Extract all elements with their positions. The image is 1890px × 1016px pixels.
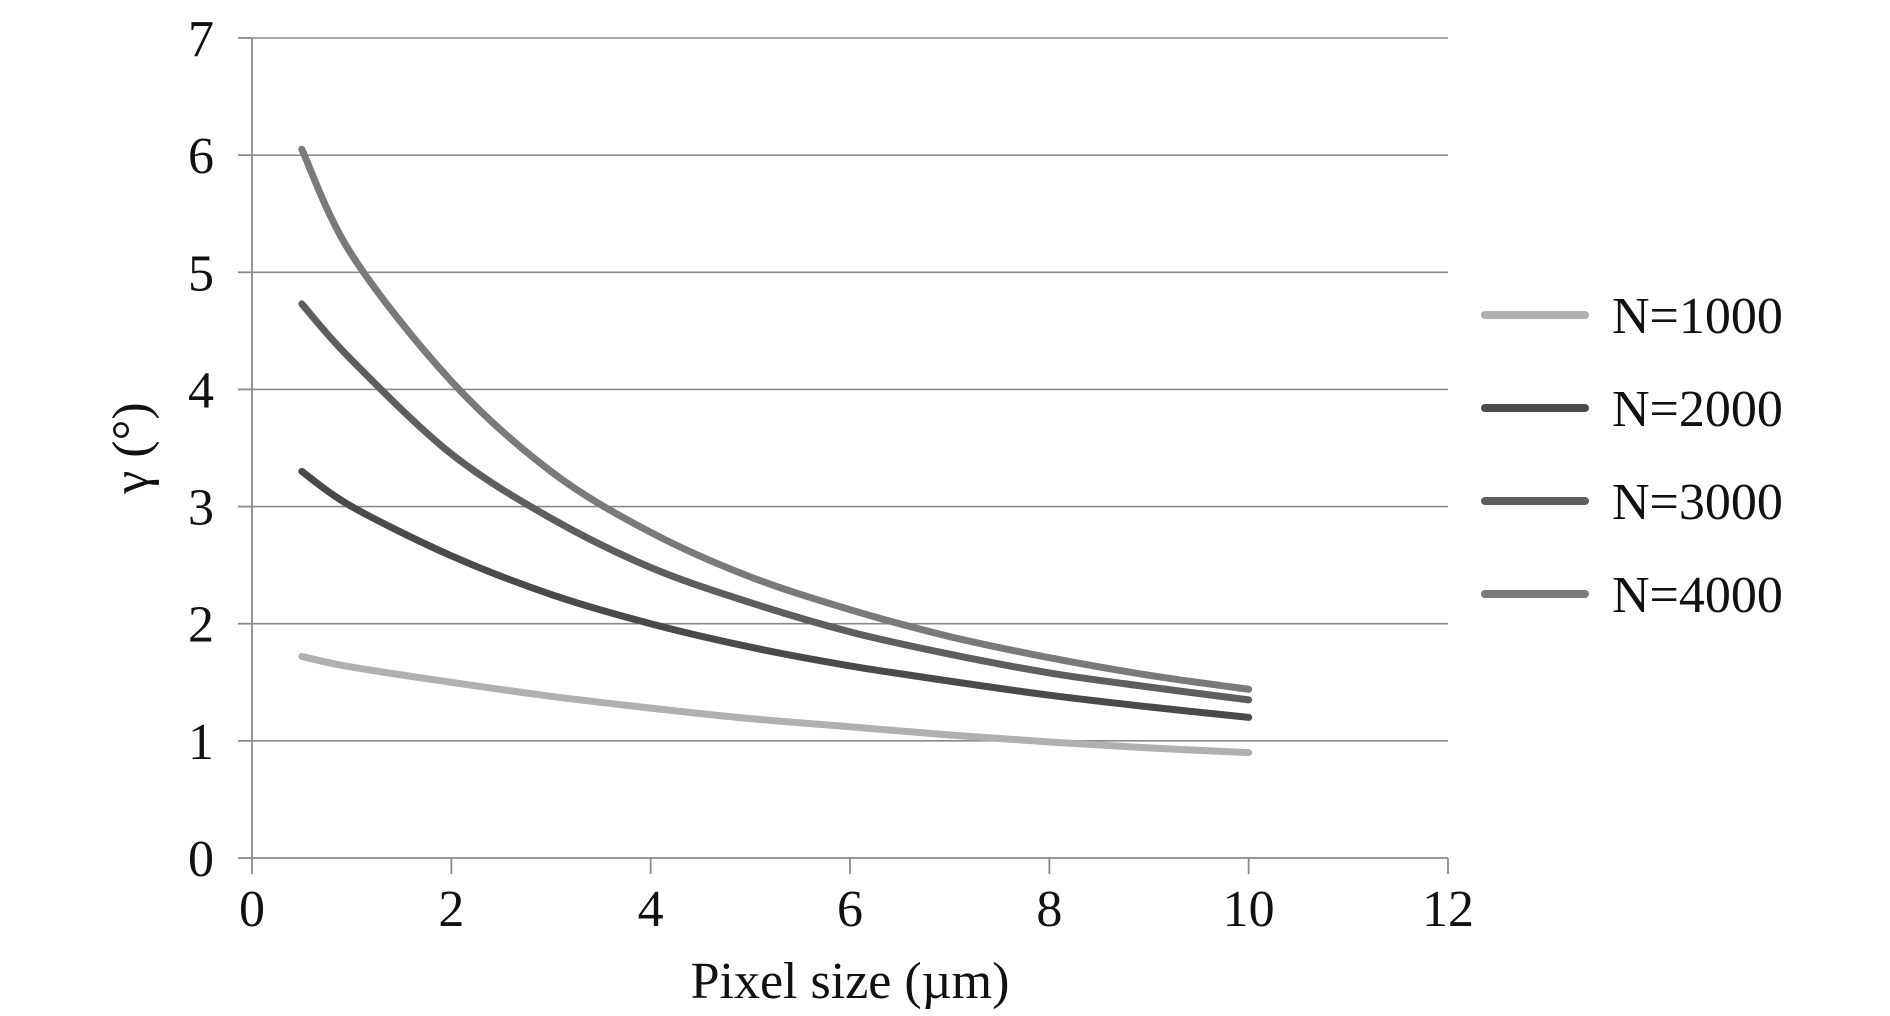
legend-label-0: N=1000 <box>1612 288 1783 345</box>
y-tick-label-7: 7 <box>188 11 214 68</box>
x-tick-label-3: 6 <box>837 881 863 938</box>
legend: N=1000 N=2000 N=3000 N=4000 <box>1481 288 1783 624</box>
axes <box>238 37 1449 874</box>
y-tick-label-3: 3 <box>188 480 214 537</box>
series-line-1 <box>298 467 1253 721</box>
x-tick-label-6: 12 <box>1422 881 1474 938</box>
series-line-2 <box>298 300 1253 704</box>
x-tick-label-5: 10 <box>1223 881 1275 938</box>
x-tick-label-0: 0 <box>239 881 265 938</box>
x-tick-label-4: 8 <box>1036 881 1062 938</box>
y-tick-label-4: 4 <box>188 362 214 419</box>
y-tick-label-5: 5 <box>188 245 214 302</box>
legend-label-3: N=4000 <box>1612 567 1783 624</box>
series-line-3 <box>298 145 1253 693</box>
y-tick-label-6: 6 <box>188 128 214 185</box>
legend-label-2: N=3000 <box>1612 474 1783 531</box>
y-tick-label-1: 1 <box>188 714 214 771</box>
y-tick-label-2: 2 <box>188 597 214 654</box>
legend-label-1: N=2000 <box>1612 381 1783 438</box>
x-axis-title: Pixel size (µm) <box>691 953 1010 1010</box>
gridlines <box>252 37 1448 742</box>
series-lines <box>298 145 1253 757</box>
x-tick-label-2: 4 <box>638 881 664 938</box>
y-tick-label-0: 0 <box>188 831 214 888</box>
y-axis-title: γ (°) <box>103 402 160 494</box>
x-tick-label-1: 2 <box>438 881 464 938</box>
